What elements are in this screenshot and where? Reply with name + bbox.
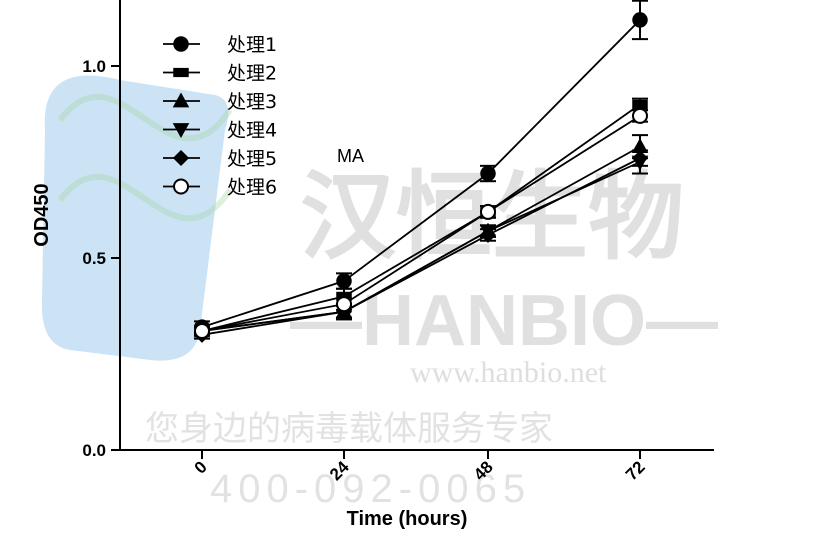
legend-item: 处理5 <box>163 148 277 170</box>
chart-annotation: MA <box>337 146 364 166</box>
watermark-brand: —HANBIO— <box>290 281 718 361</box>
logo-shape <box>41 75 229 361</box>
point-marker <box>173 178 189 195</box>
x-tick-label: 72 <box>622 457 649 484</box>
legend-item: 处理2 <box>163 63 277 85</box>
y-axis-title: OD450 <box>31 183 53 246</box>
legend-item: 处理1 <box>163 34 277 56</box>
legend-label: 处理4 <box>227 120 277 142</box>
legend-label: 处理3 <box>227 91 277 113</box>
x-axis-title: Time (hours) <box>347 508 468 530</box>
legend-item: 处理4 <box>163 120 277 142</box>
point-marker <box>194 322 210 339</box>
point-marker <box>336 296 352 313</box>
series-line <box>201 157 641 336</box>
point-marker <box>480 165 496 182</box>
series-line <box>201 19 641 328</box>
point-marker <box>173 36 189 52</box>
point-marker <box>172 123 190 139</box>
point-marker <box>479 226 497 244</box>
legend-label: 处理2 <box>227 63 277 85</box>
point-marker <box>172 92 190 108</box>
y-tick-label: 0.0 <box>82 441 106 460</box>
series-line <box>201 115 641 332</box>
point-marker <box>632 12 648 28</box>
watermark-slogan: 您身边的病毒载体服务专家 <box>145 409 553 449</box>
logo-helix <box>57 93 233 222</box>
legend: 处理1 处理2 处理3 处理4 处理5 处理6 <box>163 34 277 199</box>
point-marker <box>173 67 189 78</box>
point-marker <box>632 99 648 110</box>
point-marker <box>172 149 190 167</box>
legend-label: 处理6 <box>227 177 277 199</box>
series-line <box>201 103 641 332</box>
legend-label: 处理5 <box>227 148 277 170</box>
watermark-phone: 400-092-0065 <box>210 467 531 511</box>
y-tick-label: 0.5 <box>82 249 106 268</box>
legend-label: 处理1 <box>227 34 277 56</box>
legend-item: 处理3 <box>163 91 277 113</box>
y-tick-label: 1.0 <box>82 57 106 76</box>
point-marker <box>631 150 649 167</box>
watermark-url: www.hanbio.net <box>410 356 607 389</box>
series-6 <box>194 107 648 339</box>
point-marker <box>336 273 352 289</box>
legend-item: 处理6 <box>163 177 277 199</box>
series-layer <box>193 0 649 343</box>
x-tick-label: 0 <box>191 457 211 477</box>
point-marker <box>632 107 648 124</box>
point-marker <box>480 203 496 220</box>
